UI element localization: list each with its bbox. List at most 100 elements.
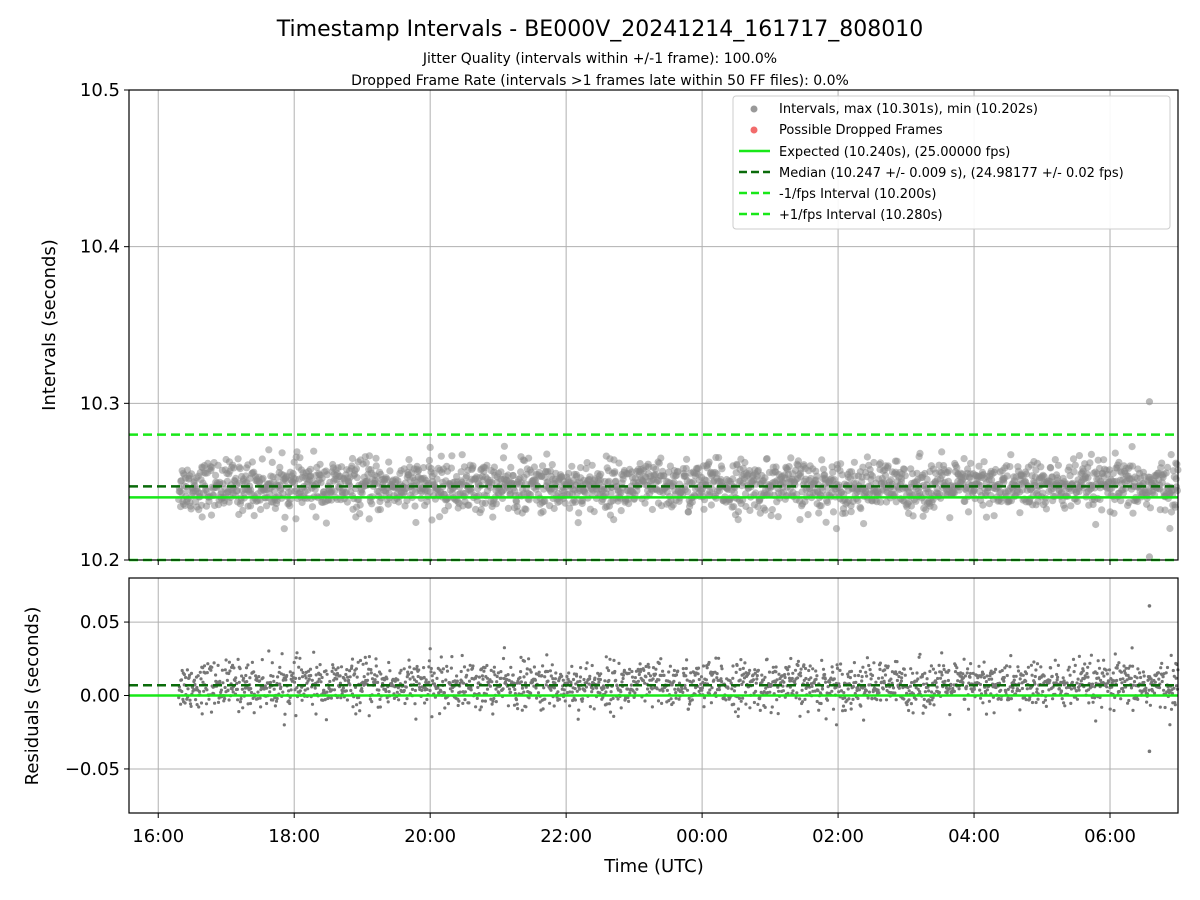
residual-point: [636, 679, 641, 683]
residual-point: [252, 670, 256, 674]
interval-point: [561, 499, 569, 507]
residual-point: [270, 661, 274, 665]
residual-point: [417, 682, 421, 686]
interval-point: [1016, 509, 1024, 517]
residual-point: [963, 697, 967, 701]
residual-point: [281, 690, 285, 694]
residual-point: [403, 701, 407, 706]
residual-point: [1113, 652, 1117, 656]
residual-point: [966, 707, 971, 711]
residual-point: [985, 688, 990, 692]
interval-point: [481, 499, 489, 507]
residual-point: [428, 647, 432, 651]
residual-point: [303, 673, 307, 678]
residual-point: [1026, 665, 1030, 669]
residual-point: [754, 681, 758, 685]
residual-point: [1101, 671, 1105, 675]
residual-point: [490, 680, 494, 684]
interval-point: [522, 505, 530, 513]
residual-point: [1086, 665, 1090, 669]
residual-point: [1008, 665, 1012, 669]
residual-point: [370, 700, 374, 704]
residual-point: [907, 689, 911, 693]
residual-point: [947, 687, 952, 691]
interval-point: [296, 454, 304, 462]
residual-point: [677, 681, 682, 685]
residual-point: [1121, 677, 1125, 681]
residual-point: [1087, 701, 1091, 705]
residual-point: [1099, 678, 1103, 683]
residual-point: [849, 669, 854, 674]
residual-point: [810, 684, 814, 689]
residual-point: [363, 655, 367, 660]
residual-point: [471, 664, 475, 668]
residual-point: [491, 699, 495, 703]
residual-point: [767, 670, 772, 674]
residual-point: [1112, 708, 1116, 713]
interval-point: [499, 454, 508, 462]
residual-point: [284, 678, 288, 682]
residual-point: [796, 663, 800, 668]
residual-point: [660, 701, 664, 706]
residual-point: [846, 687, 850, 691]
interval-max-point: [1145, 398, 1154, 406]
interval-point: [754, 503, 762, 511]
residual-point: [676, 669, 680, 673]
residual-point: [450, 689, 454, 693]
residual-point: [689, 671, 693, 675]
residual-point: [777, 672, 781, 676]
residual-point: [1131, 683, 1135, 687]
residual-point: [1088, 661, 1092, 665]
residual-point: [249, 687, 253, 691]
residual-point: [909, 702, 914, 706]
residual-point: [870, 697, 874, 701]
residual-point: [937, 690, 942, 695]
interval-point: [715, 454, 723, 462]
residual-point: [295, 686, 299, 690]
residual-point: [681, 690, 685, 695]
interval-point: [1129, 509, 1137, 517]
residual-point: [890, 670, 895, 674]
residual-point: [748, 668, 752, 673]
residual-point: [621, 673, 626, 677]
residual-point: [599, 672, 603, 676]
residual-point: [615, 684, 619, 688]
residual-point: [870, 673, 875, 678]
interval-point: [859, 463, 867, 471]
residual-point: [743, 661, 747, 665]
interval-point: [674, 467, 682, 475]
interval-point: [337, 463, 346, 471]
residual-point: [705, 666, 709, 670]
residual-min-point: [1147, 749, 1152, 754]
interval-point: [477, 506, 485, 514]
interval-point: [768, 506, 776, 514]
residual-point: [499, 676, 503, 680]
residual-point: [374, 664, 378, 668]
residual-point: [687, 696, 691, 701]
residual-point: [846, 672, 850, 676]
residual-point: [565, 691, 570, 695]
residual-point: [569, 680, 573, 684]
residual-point: [303, 688, 307, 692]
residual-point: [992, 670, 996, 674]
residual-point: [1000, 668, 1004, 673]
residual-point: [753, 671, 757, 675]
residual-point: [1128, 664, 1132, 668]
residual-point: [684, 674, 688, 678]
residual-point: [856, 673, 861, 678]
residual-point: [543, 697, 547, 701]
residual-point: [445, 669, 450, 673]
residual-point: [511, 673, 515, 677]
residual-point: [567, 671, 571, 675]
residual-point: [783, 673, 787, 677]
residual-point: [849, 701, 853, 706]
residual-point: [907, 708, 911, 713]
residual-point: [628, 691, 632, 695]
residual-point: [295, 651, 299, 655]
residual-point: [354, 667, 358, 671]
residual-point: [244, 666, 249, 670]
residual-point: [1159, 666, 1163, 670]
interval-point: [1163, 463, 1172, 471]
residual-point: [209, 668, 213, 672]
residual-point: [1123, 679, 1127, 684]
